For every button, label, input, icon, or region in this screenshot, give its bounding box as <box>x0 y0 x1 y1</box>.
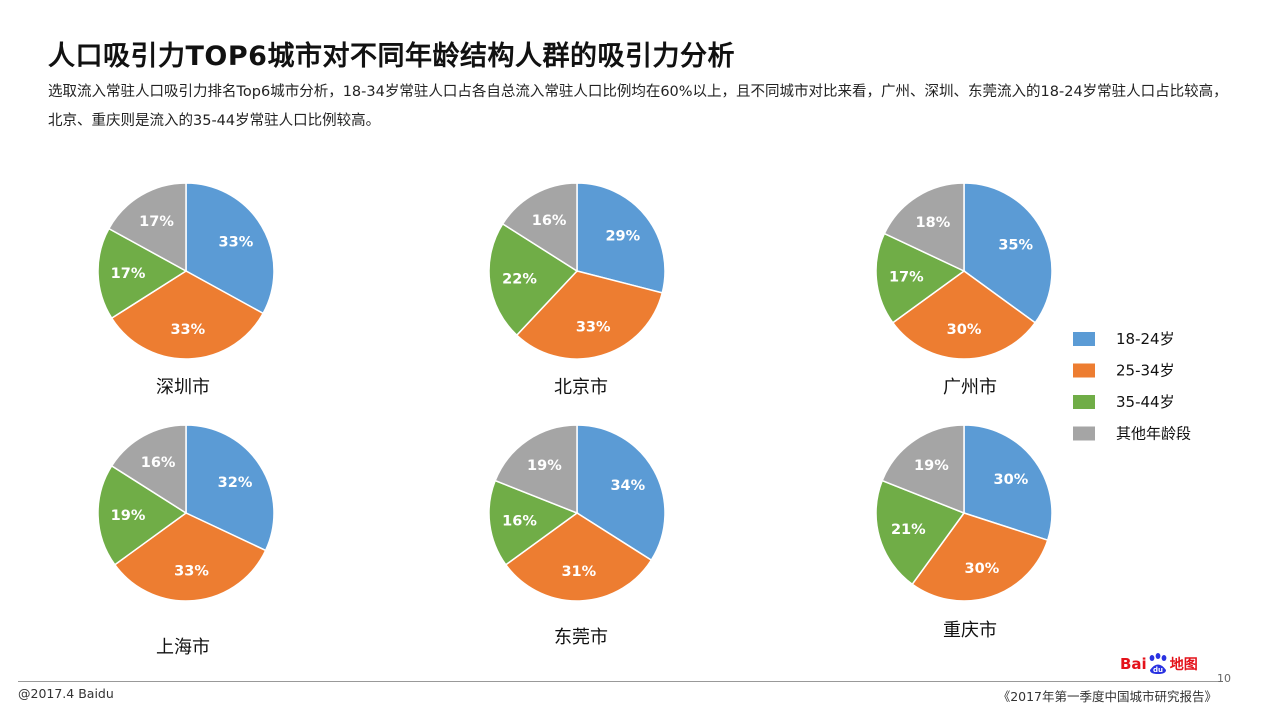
slice-data-label: 29% <box>605 229 640 245</box>
slice-data-label: 17% <box>139 214 174 230</box>
slice-data-label: 19% <box>914 458 949 474</box>
pie-slice <box>881 424 965 515</box>
pie-slice <box>504 512 653 602</box>
pie-city-label: 深圳市 <box>156 377 210 398</box>
legend-swatch <box>1073 332 1095 346</box>
legend-swatch <box>1073 395 1095 409</box>
slice-data-label: 31% <box>561 564 596 580</box>
pie-slice <box>97 464 188 566</box>
pie-slice <box>963 424 1053 542</box>
slice-data-label: 35% <box>998 238 1033 254</box>
legend-swatch <box>1073 363 1095 378</box>
pie-slice <box>963 182 1053 324</box>
legend-label: 35-44岁 <box>1116 393 1175 411</box>
pie-slice <box>97 227 188 320</box>
pie-slice <box>185 424 275 552</box>
slice-data-label: 19% <box>111 508 146 524</box>
slice-data-label: 30% <box>947 322 982 338</box>
page-subtitle: 选取流入常驻人口吸引力排名Top6城市分析，18-34岁常驻人口占各自总流入常驻… <box>48 84 1228 129</box>
baidu-map-logo: Bai du 地图 <box>1120 652 1198 676</box>
slice-data-label: 33% <box>219 235 254 251</box>
slice-data-label: 34% <box>610 478 645 494</box>
slice-data-label: 30% <box>965 561 1000 577</box>
pie-chart: 34% 31% 16% 19% 东莞市 <box>488 424 666 648</box>
slice-data-label: 33% <box>174 564 209 580</box>
slice-data-label: 16% <box>502 513 537 529</box>
copyright-text: @2017.4 Baidu <box>18 686 114 701</box>
slice-data-label: 21% <box>891 522 926 538</box>
pie-slice <box>515 270 664 360</box>
legend-label: 其他年龄段 <box>1116 425 1191 443</box>
logo-map-text: 地图 <box>1169 657 1198 673</box>
report-title: 《2017年第一季度中国城市研究报告》 <box>997 689 1217 704</box>
slice-data-label: 33% <box>576 320 611 336</box>
paw-icon: du <box>1149 653 1167 674</box>
pie-city-label: 上海市 <box>156 637 210 658</box>
pie-chart: 35% 30% 17% 18% 广州市 <box>875 182 1053 398</box>
pie-slice <box>891 270 1037 360</box>
pie-slice <box>875 479 966 586</box>
pie-slice <box>911 512 1049 602</box>
pie-slice <box>110 270 265 360</box>
pie-chart: 30% 30% 21% 19% 重庆市 <box>875 424 1053 641</box>
slice-data-label: 17% <box>889 270 924 286</box>
legend-swatch <box>1073 426 1095 441</box>
slice-data-label: 32% <box>218 475 253 491</box>
pie-chart: 32% 33% 19% 16% 上海市 <box>97 424 275 658</box>
slice-data-label: 17% <box>111 266 146 282</box>
slice-data-label: 33% <box>170 322 205 338</box>
pie-slice <box>107 182 187 273</box>
pie-chart: 33% 33% 17% 17% 深圳市 <box>97 182 275 398</box>
pie-slice <box>185 182 275 315</box>
pie-slice <box>113 512 267 602</box>
pie-chart: 29% 33% 22% 16% 北京市 <box>488 182 666 398</box>
logo-bai-text: Bai <box>1120 655 1147 673</box>
slice-data-label: 18% <box>916 215 951 231</box>
legend-label: 18-24岁 <box>1116 330 1175 348</box>
pie-city-label: 北京市 <box>554 377 608 398</box>
slice-data-label: 22% <box>502 271 537 287</box>
logo-du-text: du <box>1153 666 1163 674</box>
page-number: 10 <box>1217 672 1231 685</box>
pie-slice <box>494 424 578 515</box>
pie-slice <box>110 424 187 515</box>
footer-divider <box>18 681 1223 682</box>
slice-data-label: 30% <box>994 472 1029 488</box>
slice-data-label: 16% <box>532 213 567 229</box>
slice-data-label: 19% <box>527 458 562 474</box>
pie-slice <box>488 222 579 337</box>
slice-data-label: 16% <box>141 455 176 471</box>
pie-city-label: 重庆市 <box>943 620 997 641</box>
page-title: 人口吸引力TOP6城市对不同年龄结构人群的吸引力分析 <box>48 41 735 72</box>
pie-city-label: 广州市 <box>943 377 997 398</box>
pie-slice <box>501 182 578 273</box>
legend-label: 25-34岁 <box>1116 362 1175 380</box>
pie-slice <box>883 182 965 273</box>
pie-slice <box>875 232 966 324</box>
pie-city-label: 东莞市 <box>554 627 608 648</box>
pie-slice <box>576 182 666 294</box>
pie-slice <box>488 479 579 566</box>
